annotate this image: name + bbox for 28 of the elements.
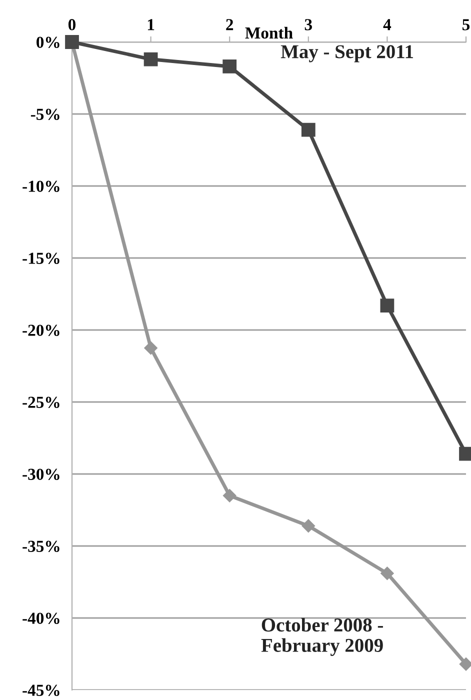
series-label: May - Sept 2011 (280, 45, 413, 62)
point (223, 489, 236, 502)
y-tick-label: -30% (22, 468, 60, 480)
point (459, 657, 471, 671)
y-tick-label: -40% (22, 612, 60, 624)
point (222, 60, 237, 74)
y-tick-label: -15% (22, 252, 60, 264)
x-tick-label: 3 (304, 19, 312, 30)
x-tick-label: 2 (226, 19, 234, 30)
point (301, 122, 316, 137)
x-axis-title: Month (245, 26, 293, 39)
y-tick-label: -45% (22, 684, 60, 696)
series-label: October 2008 - February 2009 (261, 618, 383, 656)
y-tick-label: -10% (22, 180, 60, 192)
point (380, 298, 394, 312)
x-tick-label: 5 (462, 19, 470, 30)
x-tick-label: 0 (68, 19, 76, 30)
x-tick-label: 4 (383, 19, 392, 30)
y-tick-label: -25% (22, 396, 60, 408)
point (144, 52, 158, 66)
y-tick-label: 0% (36, 36, 60, 48)
y-tick-label: -5% (30, 108, 60, 120)
point (380, 566, 394, 580)
point (144, 341, 158, 355)
y-tick-label: -20% (22, 324, 60, 336)
y-tick-label: -35% (22, 540, 60, 552)
x-tick-label: 1 (148, 19, 154, 30)
point (302, 519, 315, 532)
